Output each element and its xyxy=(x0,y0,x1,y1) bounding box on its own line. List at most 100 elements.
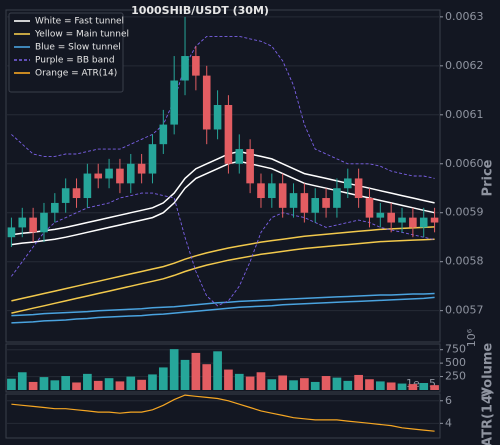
candle-body xyxy=(365,198,374,218)
volume-bar xyxy=(310,381,320,390)
candle-body xyxy=(343,178,352,189)
candle-body xyxy=(181,56,189,81)
volume-bar xyxy=(180,359,190,390)
volume-bar xyxy=(300,378,309,390)
candle-body xyxy=(300,193,309,213)
candle-body xyxy=(387,212,395,223)
legend: White = Fast tunnel Yellow = Main tunnel B… xyxy=(8,12,129,93)
atr-line xyxy=(11,394,435,432)
volume-bar xyxy=(169,349,179,390)
candle-body xyxy=(126,163,135,184)
candle-body xyxy=(213,104,222,130)
volume-bar xyxy=(430,385,439,390)
y-tick-label: 0.0062 xyxy=(445,59,484,72)
candle-body xyxy=(409,217,417,228)
overlay-line xyxy=(11,192,435,307)
candle-body xyxy=(322,198,330,208)
chart-title: 1000SHIB/USDT (30M) xyxy=(131,4,269,17)
candle-body xyxy=(7,227,16,238)
legend-label: White = Fast tunnel xyxy=(35,17,124,27)
candle-body xyxy=(40,212,48,233)
candle-body xyxy=(170,80,178,125)
volume-bar xyxy=(419,383,429,390)
volume-bar xyxy=(72,382,81,390)
volume-bar xyxy=(408,384,418,390)
y-axis-label: Price xyxy=(481,159,496,196)
y-tick-label: 250 xyxy=(445,370,466,383)
candle-body xyxy=(18,217,27,228)
candle-body xyxy=(83,173,92,199)
volume-bar xyxy=(332,377,342,390)
candle-body xyxy=(333,188,341,208)
volume-bar xyxy=(83,373,92,390)
y-tick-label: 0.0057 xyxy=(445,304,484,317)
y-tick-label: 6 xyxy=(445,394,452,407)
volume-bar xyxy=(245,376,255,390)
volume-bar xyxy=(289,380,298,390)
overlay-line xyxy=(11,226,435,302)
overlay-line xyxy=(11,292,435,317)
volume-bar xyxy=(234,373,244,390)
y-tick-label: 500 xyxy=(445,356,466,369)
candle-body xyxy=(246,149,254,184)
volume-bar xyxy=(104,378,114,390)
candle-body xyxy=(354,178,363,199)
candle-body xyxy=(430,217,439,223)
y-tick-label: 0.0058 xyxy=(445,255,484,268)
candle-body xyxy=(311,198,320,213)
atr-panel xyxy=(5,393,441,439)
volume-bar xyxy=(126,376,136,390)
candle-body xyxy=(257,183,265,199)
y-tick-label: 0.0061 xyxy=(445,108,484,121)
candle-body xyxy=(224,104,233,164)
candle-body xyxy=(105,168,113,179)
volume-bar xyxy=(397,383,407,390)
volume-bar xyxy=(7,378,16,390)
legend-label: Yellow = Main tunnel xyxy=(34,30,129,40)
volume-bar xyxy=(365,379,374,390)
candle-body xyxy=(376,212,385,218)
volume-bar xyxy=(278,375,288,390)
candle-body xyxy=(148,144,157,174)
volume-bar xyxy=(61,376,71,390)
overlay-line xyxy=(11,238,435,314)
atr-axis-label: ATR(14) xyxy=(481,389,496,445)
candle-body xyxy=(29,217,37,233)
volume-bar xyxy=(115,381,125,390)
volume-axis-label: Volume xyxy=(481,343,496,398)
volume-offset: 10⁶ xyxy=(465,328,478,347)
candle-body xyxy=(398,217,406,223)
overlay-line xyxy=(11,160,435,246)
candle-body xyxy=(72,188,81,199)
y-tick-label: 4 xyxy=(445,416,452,429)
candle-body xyxy=(61,188,70,203)
candle-body xyxy=(116,168,124,184)
volume-panel xyxy=(5,343,441,393)
candle-body xyxy=(419,217,428,228)
y-tick-label: 750 xyxy=(445,343,466,356)
volume-bar xyxy=(50,380,60,390)
volume-bar xyxy=(213,351,222,390)
overlay-line xyxy=(11,150,435,236)
volume-bar xyxy=(28,381,38,390)
candle-body xyxy=(51,202,59,213)
volume-bar xyxy=(375,381,385,390)
volume-bar xyxy=(267,379,277,390)
candle-body xyxy=(289,193,298,208)
volume-bar xyxy=(148,374,157,390)
volume-bar xyxy=(137,379,146,390)
volume-bar xyxy=(224,369,233,390)
volume-bar xyxy=(256,372,266,390)
candle-body xyxy=(202,75,211,130)
y-tick-label: 0.0063 xyxy=(445,10,484,23)
volume-bar xyxy=(343,380,353,390)
volume-bar xyxy=(202,364,212,390)
overlay-line xyxy=(11,296,435,324)
candle-body xyxy=(192,56,200,76)
volume-bar xyxy=(158,367,168,390)
volume-bar xyxy=(321,376,331,390)
volume-bar xyxy=(354,374,363,390)
candle-body xyxy=(137,163,146,174)
price-panel xyxy=(5,9,441,343)
